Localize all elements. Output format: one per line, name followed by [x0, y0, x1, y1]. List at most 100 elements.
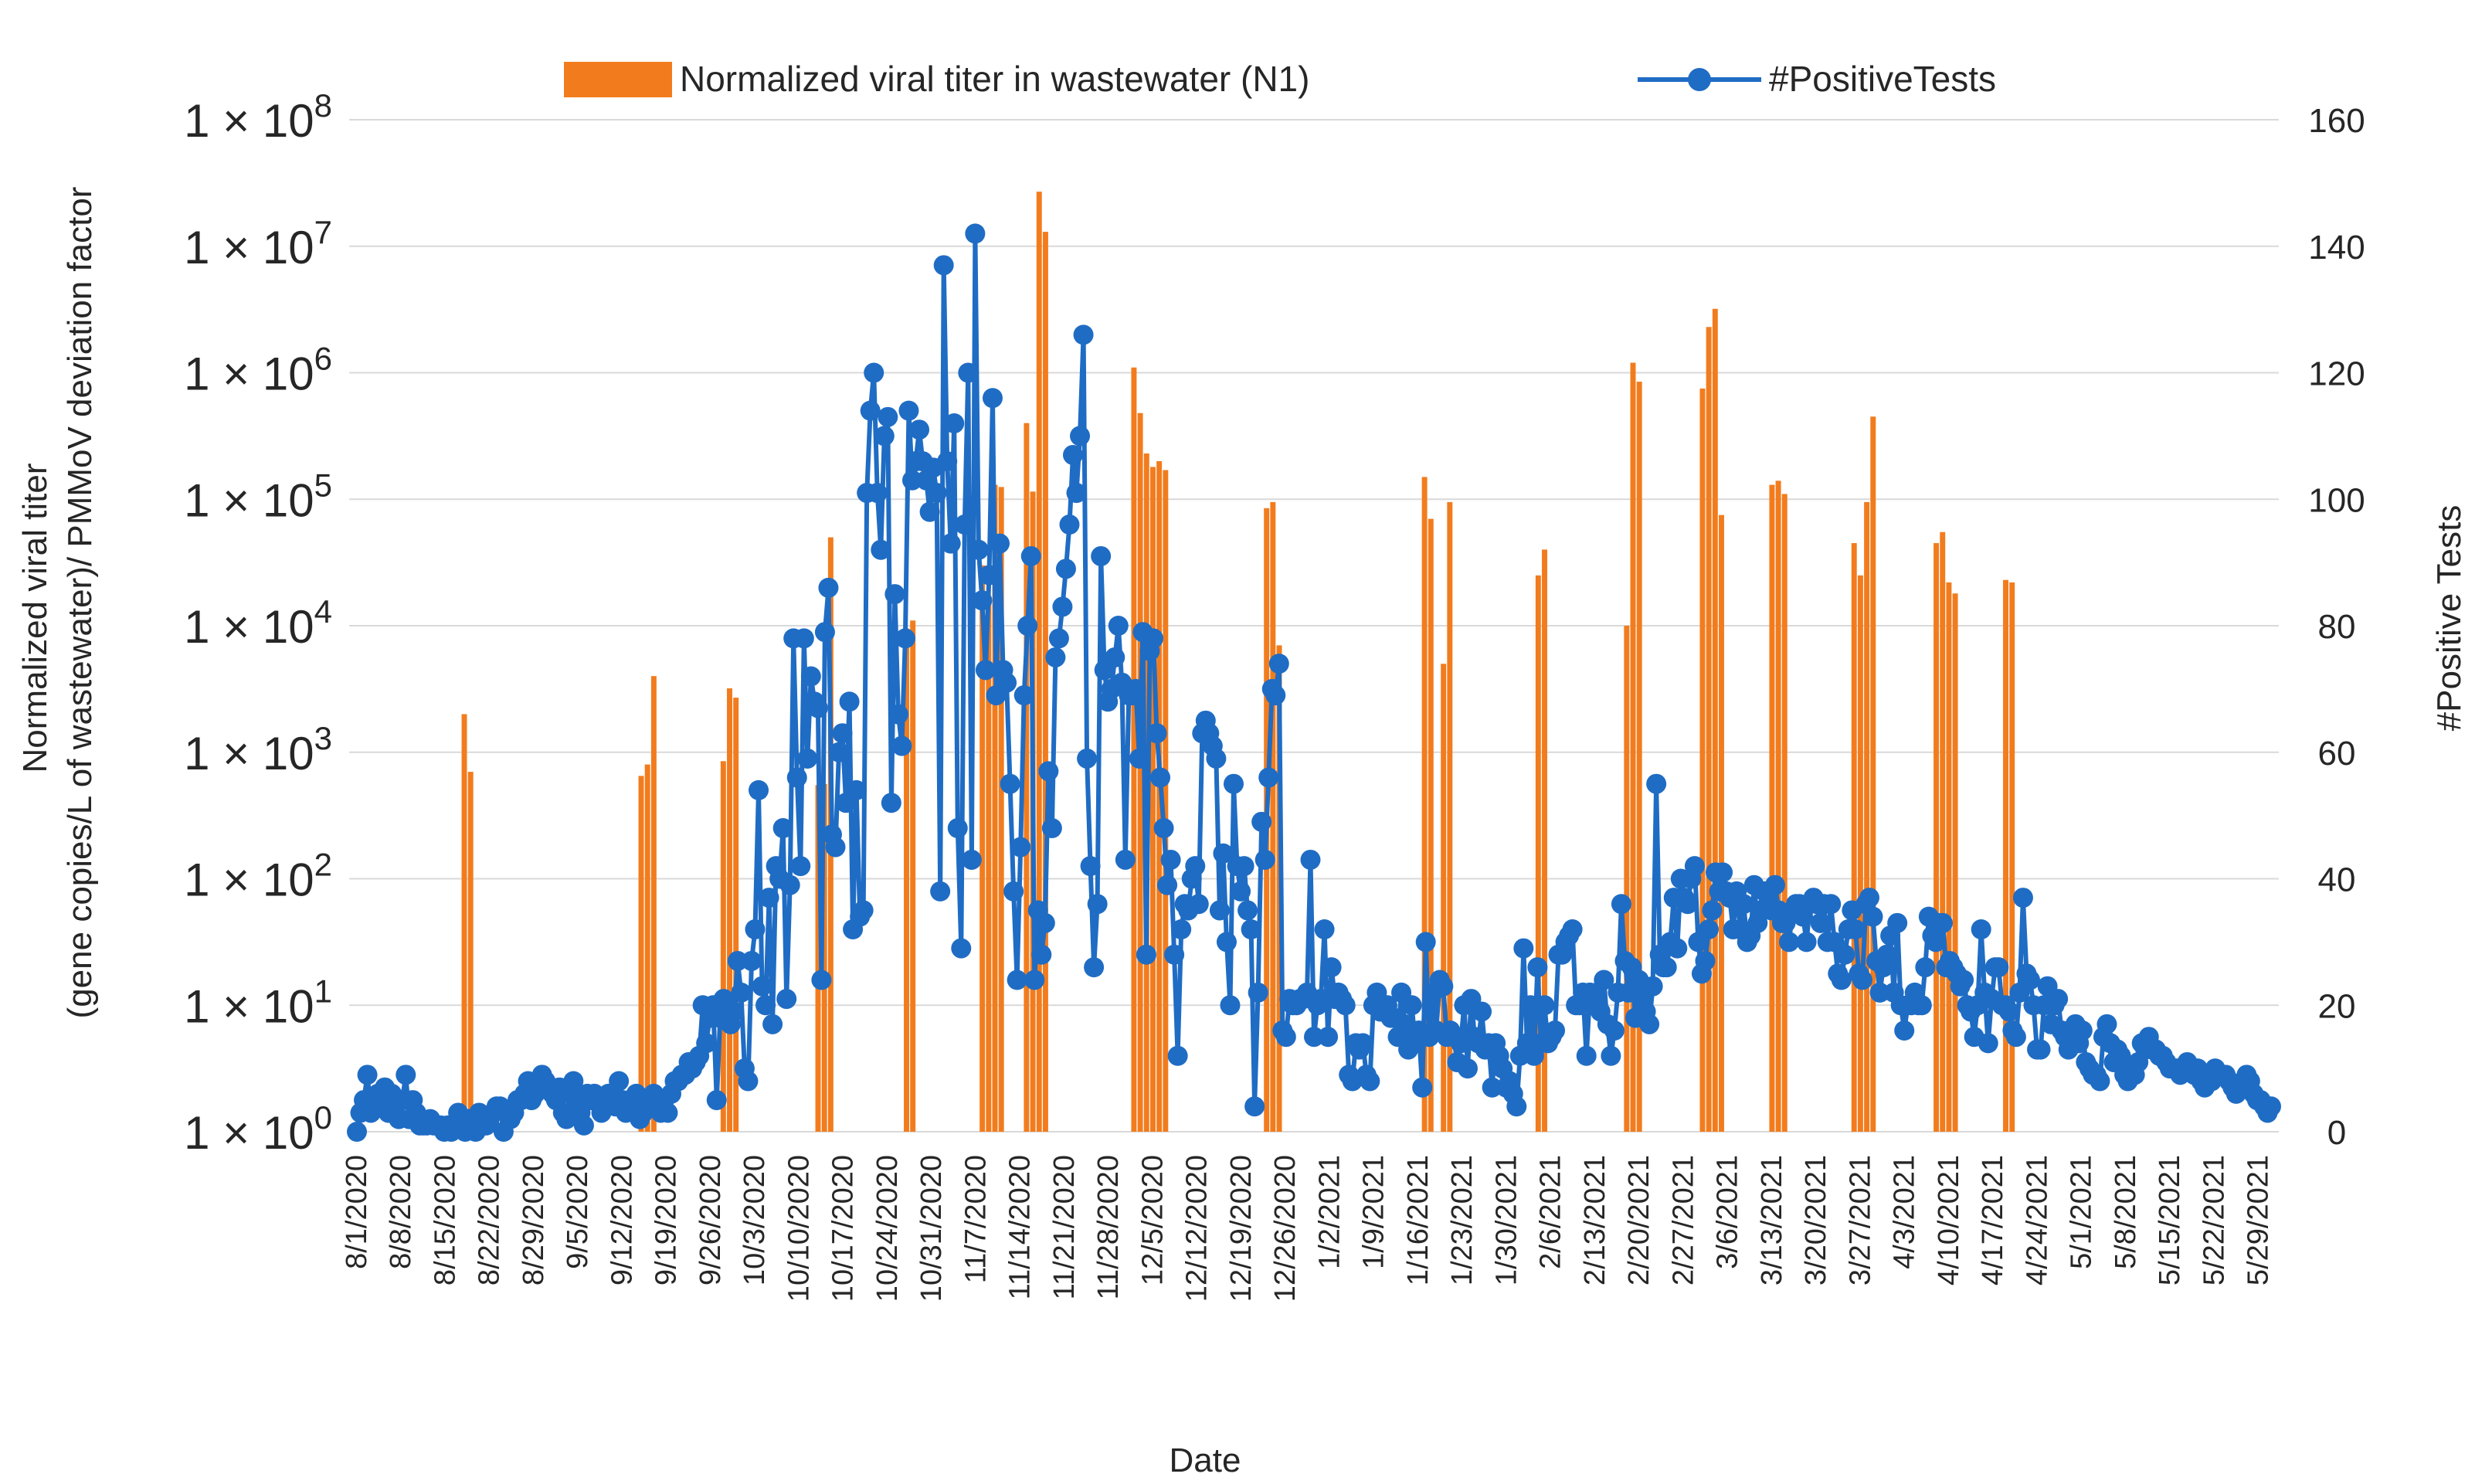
positive-tests-point	[1415, 932, 1436, 953]
positive-tests-point	[1234, 856, 1254, 877]
positive-tests-point	[1401, 995, 1422, 1016]
positive-tests-point	[898, 400, 919, 421]
x-tick-label: 1/9/2021	[1358, 1155, 1390, 1269]
positive-tests-point	[1209, 900, 1230, 921]
positive-tests-point	[749, 779, 769, 800]
positive-tests-point	[1091, 545, 1112, 566]
titer-bar	[727, 688, 732, 1132]
x-tick-label: 11/7/2020	[959, 1155, 992, 1283]
positive-tests-point	[772, 818, 793, 838]
positive-tests-point	[1041, 818, 1062, 838]
positive-tests-point	[807, 698, 828, 718]
x-tick-label: 4/3/2021	[1889, 1155, 1921, 1269]
positive-tests-point	[1241, 919, 1261, 939]
positive-tests-point	[1954, 970, 1974, 990]
positive-tests-point	[1642, 976, 1663, 997]
positive-tests-point	[878, 406, 898, 427]
positive-tests-point	[1188, 894, 1209, 915]
x-tick-label: 1/2/2021	[1313, 1155, 1346, 1269]
legend: Normalized viral titer in wastewater (N1…	[564, 59, 1996, 99]
x-tick-label: 1/23/2021	[1446, 1155, 1479, 1285]
positive-tests-point	[1831, 970, 1852, 990]
x-tick-label: 8/1/2020	[341, 1155, 373, 1269]
x-tick-label: 11/21/2020	[1048, 1155, 1081, 1299]
positive-tests-point	[1254, 849, 1275, 870]
positive-tests-point	[1213, 843, 1234, 864]
positive-tests-point	[1108, 616, 1129, 636]
right-tick-label: 120	[2308, 355, 2365, 393]
positive-tests-point	[979, 565, 1000, 586]
positive-tests-point	[1244, 1096, 1265, 1117]
titer-bar	[1447, 501, 1453, 1132]
x-tick-label: 10/10/2020	[783, 1155, 815, 1302]
x-tick-label: 11/28/2020	[1092, 1155, 1125, 1299]
titer-bar	[1769, 484, 1775, 1132]
positive-tests-point	[961, 849, 982, 870]
positive-tests-point	[2096, 1014, 2117, 1034]
positive-tests-point	[800, 666, 821, 687]
titer-bar	[1934, 543, 1940, 1132]
positive-tests-point	[825, 837, 846, 857]
positive-tests-point	[727, 950, 748, 971]
positive-tests-point	[752, 976, 772, 997]
positive-tests-point	[1129, 748, 1149, 769]
x-tick-label: 4/17/2021	[1977, 1155, 2009, 1285]
x-tick-label: 5/15/2021	[2154, 1155, 2186, 1285]
titer-bar	[461, 714, 467, 1132]
positive-tests-point	[965, 223, 986, 244]
positive-tests-point	[1998, 1001, 2019, 1022]
positive-tests-point	[1105, 647, 1125, 667]
x-tick-label: 5/1/2021	[2066, 1155, 2098, 1269]
positive-tests-point	[1869, 982, 1890, 1003]
x-tick-label: 4/10/2021	[1933, 1155, 1965, 1285]
positive-tests-point	[1482, 1077, 1502, 1098]
positive-tests-point	[982, 388, 1003, 409]
positive-tests-point	[1894, 1020, 1915, 1041]
positive-tests-point	[357, 1065, 378, 1085]
titer-bar	[821, 783, 827, 1132]
positive-tests-point	[1698, 919, 1719, 939]
left-tick-label: 1 × 107	[184, 214, 332, 273]
x-tick-label: 12/19/2020	[1225, 1155, 1258, 1302]
titer-bar	[1036, 192, 1042, 1133]
titer-bar	[910, 620, 916, 1132]
positive-tests-point	[1010, 837, 1031, 857]
titer-bar	[815, 785, 821, 1132]
titer-bar	[650, 676, 657, 1132]
positive-tests-point	[909, 419, 930, 440]
positive-tests-point	[1318, 1027, 1339, 1048]
x-tick-label: 11/14/2020	[1004, 1155, 1037, 1299]
titer-bar	[1636, 382, 1642, 1133]
x-tick-label: 9/19/2020	[650, 1155, 683, 1285]
positive-tests-point	[1038, 761, 1059, 782]
positive-tests-point	[1978, 1033, 1998, 1054]
positive-tests-point	[864, 362, 884, 383]
titer-bar	[1851, 543, 1857, 1132]
positive-tests-point	[793, 628, 814, 649]
titer-bar	[1864, 501, 1870, 1132]
titer-bar	[1630, 362, 1636, 1132]
legend-line-label: #PositiveTests	[1769, 59, 1996, 99]
positive-tests-point	[933, 255, 954, 276]
titer-bar	[1706, 327, 1712, 1132]
positive-tests-point	[759, 888, 779, 908]
positive-tests-point	[1258, 767, 1279, 788]
positive-tests-point	[2072, 1020, 2093, 1041]
left-tick-label: 1 × 104	[184, 593, 332, 653]
titer-bar	[1719, 514, 1724, 1132]
positive-tests-point	[706, 1090, 727, 1111]
positive-tests-point	[1932, 912, 1953, 933]
right-tick-label: 160	[2308, 102, 2365, 140]
titer-bar	[1946, 582, 1952, 1132]
positive-tests-point	[2012, 888, 2033, 908]
positive-tests-point	[832, 723, 853, 744]
x-tick-label: 12/5/2020	[1136, 1155, 1169, 1285]
positive-tests-point	[1265, 685, 1286, 706]
positive-tests-point	[657, 1102, 678, 1123]
positive-tests-point	[1248, 982, 1268, 1003]
positive-tests-point	[860, 400, 881, 421]
positive-tests-point	[811, 970, 832, 990]
titer-bar	[467, 772, 474, 1132]
x-tick-label: 5/29/2021	[2242, 1155, 2275, 1285]
positive-tests-point	[874, 426, 895, 447]
